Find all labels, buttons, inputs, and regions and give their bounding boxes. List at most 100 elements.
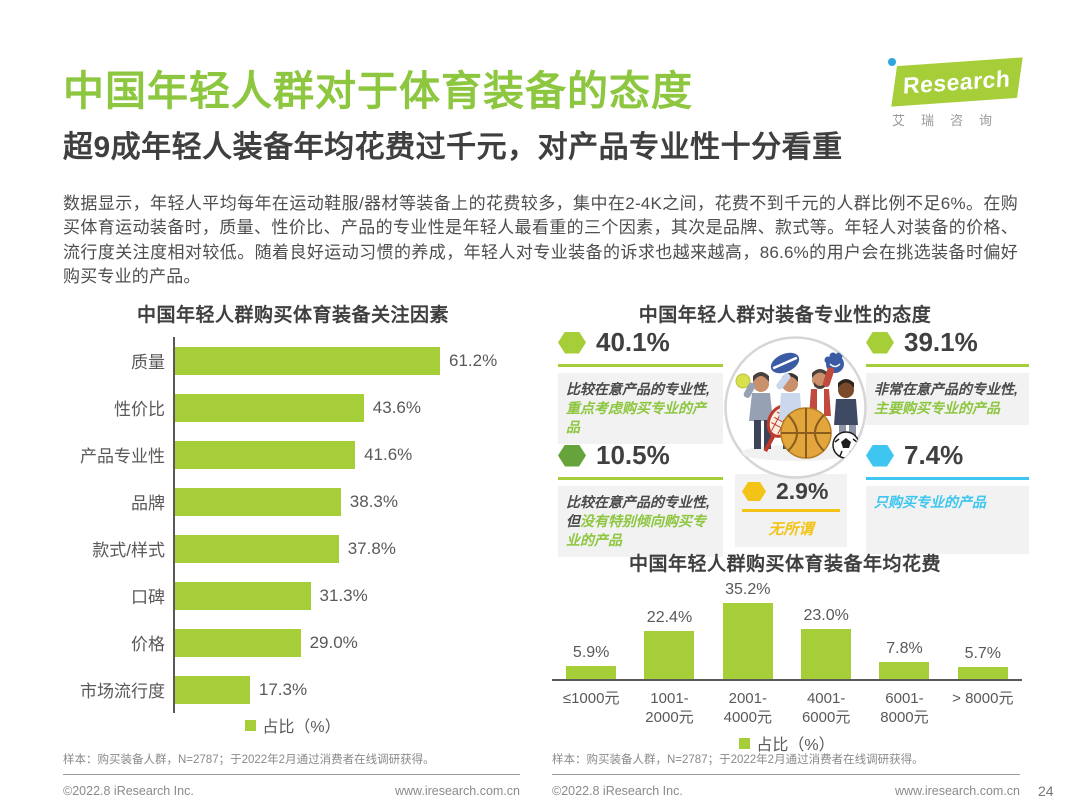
legend-label: 占比（%） [756,737,835,754]
bar-value-label: 35.2% [725,581,771,598]
bar-category-label: 2001- 4000元 [723,690,772,726]
sports-people-illustration [722,334,869,481]
bar-value-label: 61.2% [449,350,498,370]
legend-label: 占比（%） [262,719,341,736]
stat-value: 10.5% [596,440,670,470]
bar-category-label: 性价比 [114,400,165,419]
page-subtitle: 超9成年轻人装备年均花费过千元，对产品专业性十分看重 [63,131,843,164]
bar-category-label: 6001- 8000元 [880,690,929,726]
stat-desc-highlight: 重点考虑购买专业的产品 [566,400,706,435]
logo-letter-i: i [884,64,891,91]
stat-description: 比较在意产品的专业性,但没有特别倾向购买专业的产品 [558,486,723,557]
intro-paragraph: 数据显示，年轻人平均每年在运动鞋服/器材等装备上的花费较多，集中在2-4K之间，… [63,194,1018,287]
legend-swatch-icon [245,719,257,731]
bar [801,629,852,679]
copyright-text: ©2022.8 iResearch Inc. [552,784,683,798]
bar-value-label: 29.0% [309,632,358,652]
stat-description: 比较在意产品的专业性, 重点考虑购买专业的产品 [558,373,723,444]
stat-value: 7.4% [904,440,964,470]
stat-block-2: 39.1% 非常在意产品的专业性, 主要购买专业的产品 [866,327,1029,425]
sample-note-right: 样本：购买装备人群，N=2787；于2022年2月通过消费者在线调研获得。 [552,754,924,766]
bar-category-label: 质量 [131,353,165,372]
bar [175,628,301,657]
factors-plot: 质量 61.2% 性价比 43.6% 产品专业性 41.6% 品牌 38.3% 款式/样式 37.… [63,337,523,713]
stat-block-4: 2.9% 无所谓 [735,474,847,547]
bar-category-label: 1001- 2000元 [645,690,694,726]
bar [175,440,356,469]
bar-category-label: 品牌 [131,494,165,513]
legend-swatch-icon [739,737,751,749]
bar [879,662,930,679]
stat-desc-highlight: 只购买专业的产品 [874,494,986,510]
bar [175,393,364,422]
bar-value-label: 22.4% [646,608,693,626]
bar-value-label: 31.3% [319,585,368,605]
footer-left: ©2022.8 iResearch Inc. www.iresearch.com… [63,784,520,798]
bar-value-label: 43.6% [372,397,421,417]
stat-block-5: 7.4% 只购买专业的产品 [866,440,1029,554]
bar-value-label: 23.0% [803,607,849,625]
spend-legend: 占比（%） [552,731,1022,755]
bar [722,603,773,679]
hexagon-icon [558,444,586,467]
attitude-title: 中国年轻人群对装备专业性的态度 [638,305,932,326]
stat-desc-highlight: 主要购买专业的产品 [874,400,1000,416]
spend-chart-title: 中国年轻人群购买体育装备年均花费 [628,554,941,575]
logo-i-dot-icon [888,58,896,66]
spend-bar-col: 22.4% [630,609,708,679]
bar [644,630,695,679]
spend-bar-col: 23.0% [787,607,865,679]
stat-description: 非常在意产品的专业性, 主要购买专业的产品 [866,373,1029,425]
bar-category-label: 4001- 6000元 [801,690,851,726]
spend-xlabels: ≤1000元 1001- 2000元 2001- 4000元 4001- 6000元 6… [552,689,1022,727]
bar-category-label: 款式/样式 [92,541,165,560]
bar-category-label: 口碑 [131,588,165,607]
spend-bar-col: 35.2% [709,581,787,679]
bar [566,666,617,679]
footer-divider-right [552,774,1020,775]
footer-right: ©2022.8 iResearch Inc. www.iresearch.com… [552,784,1020,798]
logo-chinese-name: 艾瑞咨询 [892,113,1009,128]
stat-heading: 10.5% [558,440,723,480]
stat-block-3: 10.5% 比较在意产品的专业性,但没有特别倾向购买专业的产品 [558,440,723,557]
bar-value-label: 38.3% [349,491,398,511]
sample-note-left: 样本：购买装备人群，N=2787；于2022年2月通过消费者在线调研获得。 [63,754,435,766]
page-title: 中国年轻人群对于体育装备的态度 [63,68,693,114]
bar-category-label: 产品专业性 [80,447,165,466]
bar-category-label: 市场流行度 [80,682,165,701]
stat-desc-plain: 比较在意产品的专业性, [566,381,710,397]
stat-heading: 7.4% [866,440,1029,480]
factors-bar-row: 品牌 38.3% [63,478,523,525]
factors-bar-row: 质量 61.2% [63,337,523,384]
bar-category-label: > 8000元 [952,690,1014,707]
stat-desc-plain: 非常在意产品的专业性, [874,381,1018,397]
stat-value: 39.1% [904,327,978,357]
bar-category-label: 价格 [131,635,165,654]
spend-plot: 5.9% 22.4% 35.2% 23.0% 7.8% 5.7% [552,581,1022,681]
logo-parallelogram: Research [891,57,1023,107]
bar-category-label: ≤1000元 [562,690,620,707]
stat-value: 2.9% [776,478,829,504]
logo-brand-text: Research [902,64,1011,99]
hexagon-icon [742,482,766,501]
bar [957,666,1008,679]
factors-chart-title: 中国年轻人群购买体育装备关注因素 [136,305,449,326]
factors-bar-row: 口碑 31.3% [63,572,523,619]
bar-value-label: 7.8% [886,640,923,658]
stat-value: 40.1% [596,327,670,357]
bar-value-label: 5.7% [964,644,1002,662]
spend-bar-col: 5.9% [552,644,630,679]
hexagon-icon [866,331,894,354]
bar-value-label: 17.3% [258,679,308,699]
page-number: 24 [1038,783,1054,799]
bar [175,346,440,375]
website-url: www.iresearch.com.cn [394,784,520,798]
bar [175,487,341,516]
hexagon-icon [866,444,894,467]
stat-heading: 2.9% [742,478,840,512]
spend-bar-col: 7.8% [865,640,943,679]
stat-description: 只购买专业的产品 [866,486,1029,554]
bar [175,534,339,563]
stat-heading: 40.1% [558,327,723,367]
